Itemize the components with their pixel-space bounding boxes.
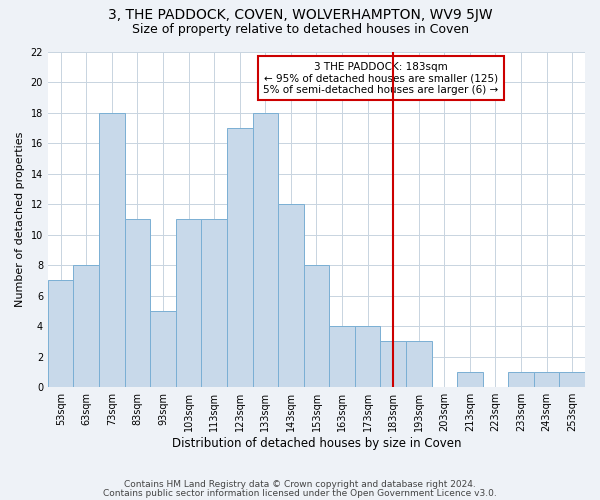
Bar — [99, 112, 125, 387]
Bar — [48, 280, 73, 387]
Bar — [457, 372, 482, 387]
Text: Contains public sector information licensed under the Open Government Licence v3: Contains public sector information licen… — [103, 490, 497, 498]
Bar — [508, 372, 534, 387]
Text: Contains HM Land Registry data © Crown copyright and database right 2024.: Contains HM Land Registry data © Crown c… — [124, 480, 476, 489]
Bar — [73, 265, 99, 387]
Text: Size of property relative to detached houses in Coven: Size of property relative to detached ho… — [131, 22, 469, 36]
Text: 3 THE PADDOCK: 183sqm
← 95% of detached houses are smaller (125)
5% of semi-deta: 3 THE PADDOCK: 183sqm ← 95% of detached … — [263, 62, 499, 95]
Bar — [329, 326, 355, 387]
Bar — [176, 220, 202, 387]
Bar — [559, 372, 585, 387]
Bar — [150, 311, 176, 387]
Text: 3, THE PADDOCK, COVEN, WOLVERHAMPTON, WV9 5JW: 3, THE PADDOCK, COVEN, WOLVERHAMPTON, WV… — [107, 8, 493, 22]
Bar — [355, 326, 380, 387]
Bar — [380, 342, 406, 387]
X-axis label: Distribution of detached houses by size in Coven: Distribution of detached houses by size … — [172, 437, 461, 450]
Bar — [227, 128, 253, 387]
Bar — [125, 220, 150, 387]
Bar — [253, 112, 278, 387]
Bar — [304, 265, 329, 387]
Y-axis label: Number of detached properties: Number of detached properties — [15, 132, 25, 307]
Bar — [406, 342, 431, 387]
Bar — [278, 204, 304, 387]
Bar — [534, 372, 559, 387]
Bar — [202, 220, 227, 387]
